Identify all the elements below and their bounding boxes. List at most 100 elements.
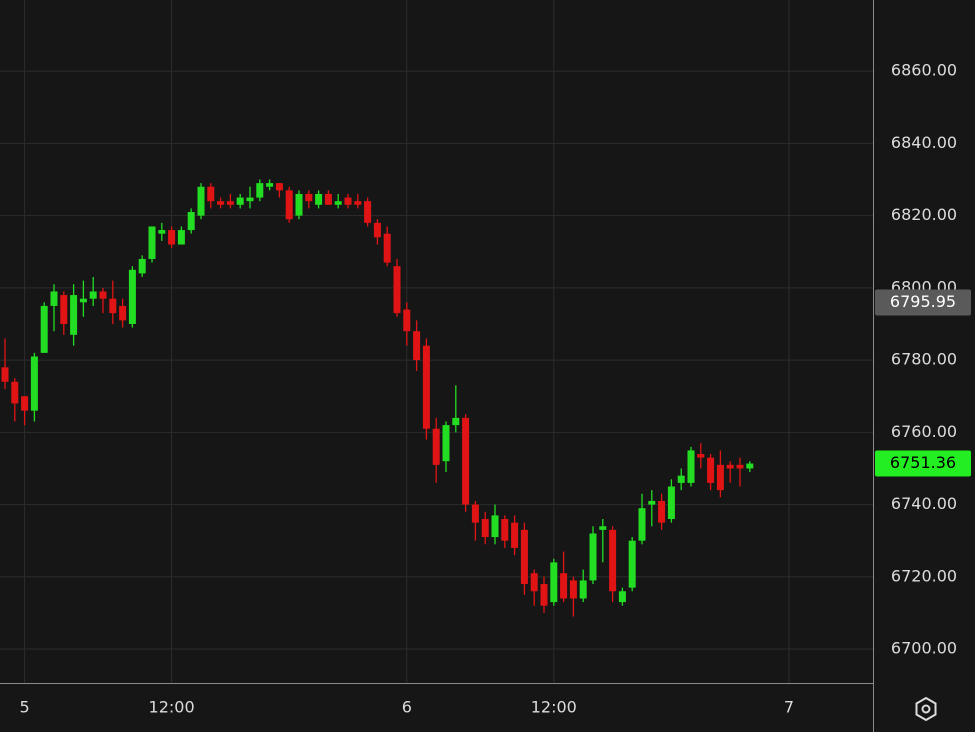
candle-body [373, 222, 381, 238]
candle-body [511, 522, 519, 548]
candles [1, 179, 754, 617]
candle-body [295, 193, 303, 216]
candle-body [89, 291, 97, 299]
candle-body [177, 230, 185, 245]
candle-body [432, 428, 440, 465]
candle-body [530, 573, 538, 592]
candle-body [609, 529, 617, 592]
candle-body [168, 230, 176, 245]
candle-body [1, 367, 9, 382]
candle-body [79, 298, 87, 303]
candle-body [315, 193, 323, 205]
candle-body [550, 562, 558, 603]
candle-body [207, 186, 215, 202]
x-tick-label: 5 [20, 698, 30, 717]
x-tick-label: 7 [784, 698, 794, 717]
candle-body [70, 295, 78, 335]
candle-body [226, 201, 234, 205]
candle-body [618, 591, 626, 603]
candle-body [60, 295, 68, 324]
candle-body [197, 186, 205, 216]
candle-body [275, 183, 283, 191]
candle-body [50, 291, 58, 306]
candle-body [422, 345, 430, 429]
candle-body [305, 193, 313, 202]
candle-body [187, 212, 195, 231]
candle-body [658, 500, 666, 523]
candle-body [540, 584, 548, 606]
candle-body [344, 197, 352, 205]
candle-body [364, 201, 372, 223]
candle-body [236, 197, 244, 205]
candle-body [697, 454, 705, 458]
candle-body [520, 529, 528, 585]
y-tick-label: 6780.00 [891, 350, 957, 369]
settings-icon [915, 696, 937, 722]
candle-body [128, 269, 136, 324]
x-tick-label: 12:00 [149, 698, 195, 717]
candle-body [148, 226, 156, 259]
candle-body [599, 526, 607, 530]
y-tick-label: 6860.00 [891, 61, 957, 80]
candle-body [334, 201, 342, 205]
candle-body [707, 457, 715, 483]
price-tag-label: 6795.95 [890, 292, 956, 311]
x-tick-label: 6 [402, 698, 412, 717]
candle-body [726, 464, 734, 469]
candle-body [393, 266, 401, 314]
candle-body [246, 197, 254, 202]
candle-body [158, 230, 166, 234]
candle-body [452, 417, 460, 426]
candle-body [109, 298, 117, 314]
candle-body [266, 183, 274, 187]
candle-body [667, 486, 675, 520]
candle-body [569, 580, 577, 599]
x-tick-label: 12:00 [531, 698, 577, 717]
candle-body [40, 305, 48, 353]
candle-body [491, 515, 499, 538]
price-tag-label: 6751.36 [890, 453, 956, 472]
candle-body [285, 190, 293, 220]
settings-icon-center [921, 704, 931, 714]
candle-body [628, 540, 636, 588]
candle-body [413, 331, 421, 361]
y-tick-label: 6720.00 [891, 566, 957, 585]
settings-button[interactable] [915, 696, 937, 722]
candle-body [579, 580, 587, 599]
candle-body [471, 504, 479, 523]
y-tick-label: 6700.00 [891, 639, 957, 658]
candle-body [21, 396, 29, 411]
candle-body [217, 201, 225, 205]
y-tick-label: 6820.00 [891, 205, 957, 224]
candle-body [256, 183, 264, 198]
y-tick-label: 6740.00 [891, 494, 957, 513]
candle-body [589, 533, 597, 581]
candle-body [687, 450, 695, 483]
candle-body [119, 305, 127, 321]
candle-body [99, 291, 107, 299]
candle-body [324, 193, 332, 205]
candle-body [383, 233, 391, 263]
candle-body [648, 500, 656, 505]
labels: 6700.006720.006740.006760.006780.006800.… [20, 61, 971, 717]
candle-body [354, 201, 362, 205]
candle-body [746, 463, 754, 469]
candle-body [30, 356, 38, 411]
candle-body [560, 573, 568, 599]
candle-body [677, 475, 685, 483]
candle-body [501, 519, 509, 541]
price-tag [875, 450, 971, 477]
candle-body [716, 464, 724, 491]
candle-body [11, 381, 19, 404]
candle-body [138, 258, 146, 274]
candle-body [736, 464, 744, 469]
candle-body [638, 508, 646, 541]
candle-body [481, 519, 489, 538]
y-tick-label: 6840.00 [891, 133, 957, 152]
y-tick-label: 6760.00 [891, 422, 957, 441]
candle-body [462, 417, 470, 505]
candle-body [442, 425, 450, 462]
candle-body [403, 309, 411, 332]
